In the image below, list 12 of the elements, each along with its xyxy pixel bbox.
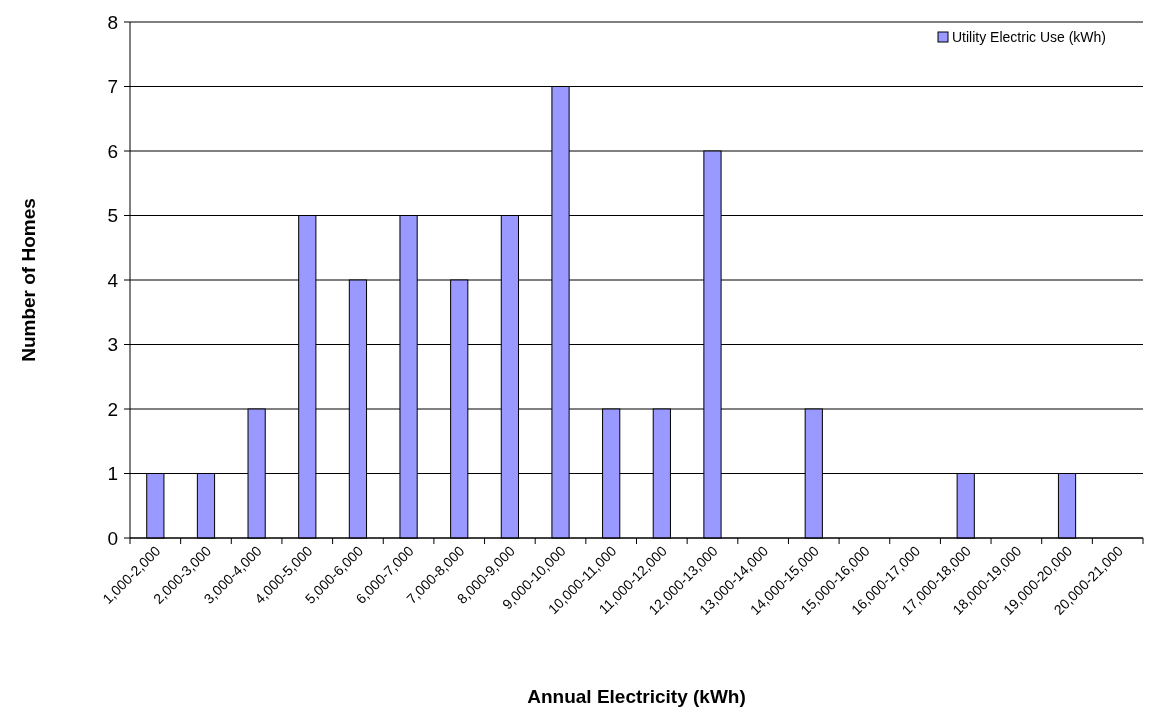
y-tick-label: 3 — [107, 334, 118, 356]
y-tick-label: 4 — [107, 269, 119, 291]
y-tick-label: 7 — [107, 76, 118, 98]
x-axis-title: Annual Electricity (kWh) — [527, 686, 746, 707]
y-tick-label: 5 — [107, 205, 118, 227]
y-tick-label: 2 — [107, 398, 118, 420]
legend-label: Utility Electric Use (kWh) — [952, 28, 1107, 45]
y-tick-label: 0 — [107, 527, 118, 549]
y-axis-title: Number of Homes — [18, 198, 39, 362]
y-tick-label: 6 — [107, 140, 118, 162]
y-tick-label: 1 — [107, 463, 118, 485]
y-tick-label: 8 — [107, 11, 118, 33]
